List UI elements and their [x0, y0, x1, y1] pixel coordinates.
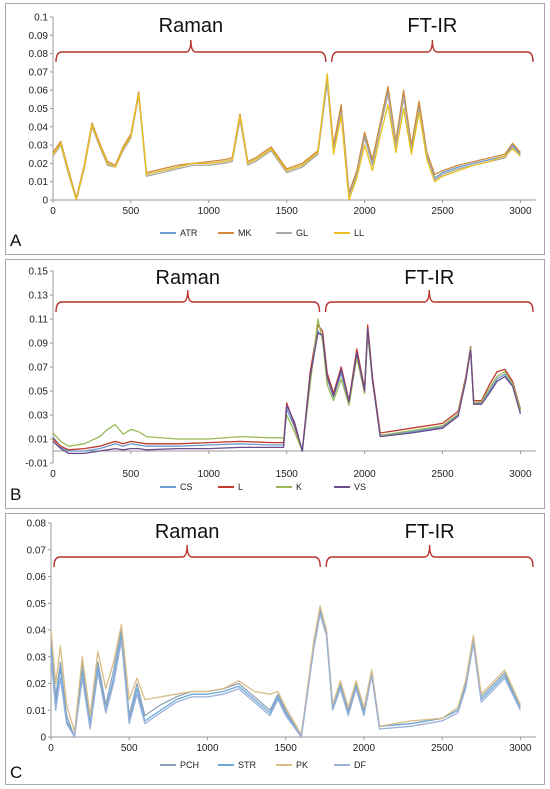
- y-tick-label: 0.07: [29, 67, 49, 78]
- y-tick-label: 0.11: [29, 315, 48, 326]
- panel-label: C: [10, 763, 22, 782]
- series-line-pk: [50, 605, 521, 735]
- legend-label: ATR: [180, 228, 198, 238]
- x-tick-label: 2500: [431, 743, 454, 754]
- y-tick-label: 0.03: [27, 652, 47, 663]
- series-line-mk: [52, 74, 521, 199]
- region-label: Raman: [156, 267, 220, 289]
- x-tick-label: 2500: [431, 469, 454, 480]
- y-tick-label: 0.1: [34, 13, 48, 24]
- series-line-k: [52, 318, 522, 452]
- x-tick-label: 0: [48, 743, 54, 754]
- x-tick-label: 3000: [509, 469, 532, 480]
- region-label: Raman: [155, 521, 219, 543]
- x-tick-label: 2000: [353, 469, 376, 480]
- y-tick-label: 0.15: [29, 267, 49, 278]
- y-tick-label: 0: [40, 733, 46, 744]
- legend-label: STR: [238, 760, 257, 770]
- x-tick-label: 1500: [276, 469, 299, 480]
- y-tick-label: 0.05: [29, 104, 49, 115]
- y-tick-label: 0.09: [29, 31, 49, 42]
- x-tick-label: 1500: [276, 206, 299, 217]
- legend-label: PCH: [180, 760, 199, 770]
- region-brace: [325, 544, 534, 568]
- y-tick-label: 0.04: [29, 122, 49, 133]
- y-tick-label: 0.08: [29, 49, 49, 60]
- x-tick-label: 0: [50, 206, 56, 217]
- x-tick-label: 0: [50, 469, 56, 480]
- series-line-ll: [52, 73, 521, 201]
- legend-label: MK: [238, 228, 252, 238]
- panel-a: 0 0.01 0.02 0.03 0.04 0.05 0.06 0.07 0.08 0.09 0.1…: [5, 3, 545, 255]
- chart-b: -0.01 0.01 0.03 0.05 0.07 0.09 0.11 0.13 0.15 0 50…: [10, 267, 536, 504]
- x-tick-label: 2000: [353, 743, 376, 754]
- region-label: Raman: [159, 15, 223, 37]
- series-line-l: [52, 324, 522, 452]
- legend-label: LL: [354, 228, 364, 238]
- region-brace: [324, 289, 534, 313]
- y-tick-label: 0.03: [29, 411, 49, 422]
- series-line-df: [50, 613, 521, 738]
- y-tick-label: 0.03: [29, 141, 49, 152]
- legend-label: GL: [296, 228, 308, 238]
- y-tick-label: 0.06: [27, 572, 47, 583]
- y-tick-label: 0.05: [27, 599, 47, 610]
- panel-label: B: [10, 485, 21, 504]
- legend-label: PK: [296, 760, 308, 770]
- region-brace: [55, 289, 321, 313]
- series-line-cs: [52, 330, 522, 452]
- region-brace: [53, 544, 321, 568]
- x-tick-label: 2000: [353, 206, 376, 217]
- region-brace: [55, 39, 327, 63]
- legend-label: K: [296, 482, 302, 492]
- region-brace: [331, 39, 534, 63]
- y-tick-label: 0: [42, 196, 48, 207]
- panel-label: A: [10, 231, 22, 250]
- y-tick-label: -0.01: [25, 459, 48, 470]
- panel-c: 0 0.01 0.02 0.03 0.04 0.05 0.06 0.07 0.08 0 500 100…: [5, 513, 545, 785]
- y-tick-label: 0.07: [27, 545, 47, 556]
- y-tick-label: 0.02: [27, 679, 47, 690]
- y-tick-label: 0.05: [29, 387, 49, 398]
- y-tick-label: 0.02: [29, 159, 49, 170]
- x-tick-label: 1000: [198, 206, 221, 217]
- x-tick-label: 1000: [198, 469, 221, 480]
- x-tick-label: 3000: [509, 743, 532, 754]
- y-tick-label: 0.06: [29, 86, 49, 97]
- x-tick-label: 500: [123, 206, 140, 217]
- legend-label: L: [238, 482, 243, 492]
- series-line-gl: [52, 82, 521, 201]
- x-tick-label: 500: [121, 743, 138, 754]
- y-tick-label: 0.08: [27, 519, 47, 530]
- panel-b: -0.01 0.01 0.03 0.05 0.07 0.09 0.11 0.13 0.15 0 50…: [5, 259, 545, 509]
- x-tick-label: 2500: [431, 206, 454, 217]
- y-tick-label: 0.13: [29, 291, 49, 302]
- y-tick-label: 0.01: [29, 435, 49, 446]
- chart-a: 0 0.01 0.02 0.03 0.04 0.05 0.06 0.07 0.08 0.09 0.1…: [10, 13, 536, 250]
- y-tick-label: 0.07: [29, 363, 49, 374]
- y-tick-label: 0.09: [29, 339, 49, 350]
- region-label: FT-IR: [407, 15, 457, 37]
- y-tick-label: 0.04: [27, 626, 47, 637]
- legend-label: VS: [354, 482, 366, 492]
- series-line-atr: [52, 80, 521, 201]
- x-tick-label: 1000: [196, 743, 219, 754]
- x-tick-label: 500: [123, 469, 140, 480]
- y-tick-label: 0.01: [27, 706, 47, 717]
- region-label: FT-IR: [405, 521, 455, 543]
- region-label: FT-IR: [404, 267, 454, 289]
- legend-label: DF: [354, 760, 366, 770]
- y-tick-label: 0.01: [29, 177, 49, 188]
- series-line-vs: [52, 327, 522, 455]
- x-tick-label: 3000: [509, 206, 532, 217]
- x-tick-label: 1500: [275, 743, 298, 754]
- chart-c: 0 0.01 0.02 0.03 0.04 0.05 0.06 0.07 0.08 0 500 100…: [10, 519, 536, 782]
- legend-label: CS: [180, 482, 193, 492]
